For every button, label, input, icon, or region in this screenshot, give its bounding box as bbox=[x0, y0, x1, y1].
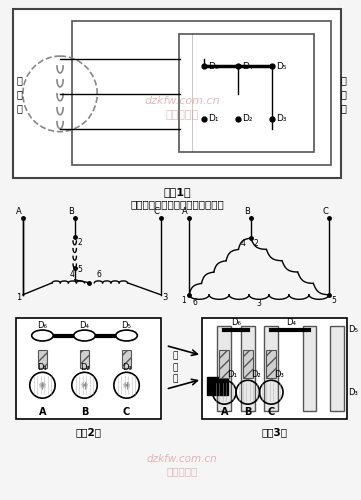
Text: 电
动
机: 电 动 机 bbox=[16, 75, 22, 113]
FancyBboxPatch shape bbox=[13, 10, 341, 178]
Text: D₁: D₁ bbox=[227, 370, 237, 379]
Text: C: C bbox=[154, 207, 160, 216]
Ellipse shape bbox=[74, 330, 95, 341]
Text: 1: 1 bbox=[16, 293, 21, 302]
FancyBboxPatch shape bbox=[303, 326, 316, 411]
Text: A: A bbox=[16, 207, 22, 216]
Text: B: B bbox=[68, 207, 74, 216]
FancyBboxPatch shape bbox=[243, 350, 253, 378]
Text: 图（1）: 图（1） bbox=[164, 188, 191, 198]
Text: D₅: D₅ bbox=[122, 321, 131, 330]
Text: A: A bbox=[39, 407, 46, 417]
FancyBboxPatch shape bbox=[330, 326, 344, 411]
FancyBboxPatch shape bbox=[122, 350, 131, 368]
Text: 图（2）: 图（2） bbox=[75, 427, 101, 437]
Text: D₃: D₃ bbox=[348, 388, 358, 396]
Text: D₄: D₄ bbox=[79, 321, 90, 330]
FancyBboxPatch shape bbox=[241, 326, 255, 411]
Text: D₃: D₃ bbox=[122, 363, 131, 372]
Text: D₁: D₁ bbox=[38, 363, 47, 372]
Text: B: B bbox=[244, 207, 250, 216]
Text: C: C bbox=[268, 407, 275, 417]
Text: D₂: D₂ bbox=[251, 370, 261, 379]
Text: B: B bbox=[81, 407, 88, 417]
Text: 2: 2 bbox=[254, 239, 258, 248]
Text: dzkfw.com.cn: dzkfw.com.cn bbox=[147, 454, 218, 464]
Text: 1: 1 bbox=[182, 296, 186, 304]
Text: 接
线
板: 接 线 板 bbox=[173, 352, 178, 383]
Text: A: A bbox=[221, 407, 228, 417]
Text: D₄: D₄ bbox=[242, 62, 252, 70]
Text: 3: 3 bbox=[257, 298, 261, 308]
FancyBboxPatch shape bbox=[80, 350, 90, 368]
Text: D₅: D₅ bbox=[348, 325, 358, 334]
Text: B: B bbox=[244, 407, 252, 417]
FancyBboxPatch shape bbox=[207, 378, 228, 395]
Text: D₆: D₆ bbox=[38, 321, 47, 330]
Text: D₄: D₄ bbox=[286, 318, 296, 327]
Text: 接
线
板: 接 线 板 bbox=[341, 75, 347, 113]
Text: 图（3）: 图（3） bbox=[261, 427, 287, 437]
Text: 三相异步电动机接线图及接线方式: 三相异步电动机接线图及接线方式 bbox=[131, 200, 224, 209]
FancyBboxPatch shape bbox=[179, 34, 314, 152]
Text: 4: 4 bbox=[69, 270, 74, 279]
Text: D₂: D₂ bbox=[80, 363, 90, 372]
Text: 5: 5 bbox=[331, 296, 336, 304]
FancyBboxPatch shape bbox=[266, 350, 276, 378]
FancyBboxPatch shape bbox=[219, 350, 229, 378]
Text: 3: 3 bbox=[163, 293, 168, 302]
Text: D₆: D₆ bbox=[208, 62, 218, 70]
FancyBboxPatch shape bbox=[16, 318, 161, 419]
Text: 6: 6 bbox=[192, 298, 197, 306]
Text: C: C bbox=[123, 407, 130, 417]
Ellipse shape bbox=[116, 330, 137, 341]
Text: 4: 4 bbox=[241, 239, 246, 248]
FancyBboxPatch shape bbox=[217, 326, 231, 411]
Text: D₁: D₁ bbox=[208, 114, 218, 123]
FancyBboxPatch shape bbox=[202, 318, 347, 419]
Text: D₃: D₃ bbox=[276, 114, 287, 123]
Ellipse shape bbox=[32, 330, 53, 341]
Text: D₅: D₅ bbox=[276, 62, 287, 70]
Text: C: C bbox=[322, 207, 328, 216]
Text: 6: 6 bbox=[97, 270, 101, 279]
Text: 电子开发网: 电子开发网 bbox=[167, 466, 198, 476]
Text: D₆: D₆ bbox=[231, 318, 241, 327]
FancyBboxPatch shape bbox=[72, 22, 331, 166]
Text: 2: 2 bbox=[78, 238, 82, 247]
Text: 电子开发网: 电子开发网 bbox=[166, 110, 199, 120]
Text: D₂: D₂ bbox=[242, 114, 252, 123]
FancyBboxPatch shape bbox=[38, 350, 47, 368]
Text: A: A bbox=[182, 207, 188, 216]
Text: 5: 5 bbox=[78, 265, 83, 274]
FancyBboxPatch shape bbox=[264, 326, 278, 411]
Text: dzkfw.com.cn: dzkfw.com.cn bbox=[144, 96, 220, 106]
Text: D₃: D₃ bbox=[274, 370, 284, 379]
